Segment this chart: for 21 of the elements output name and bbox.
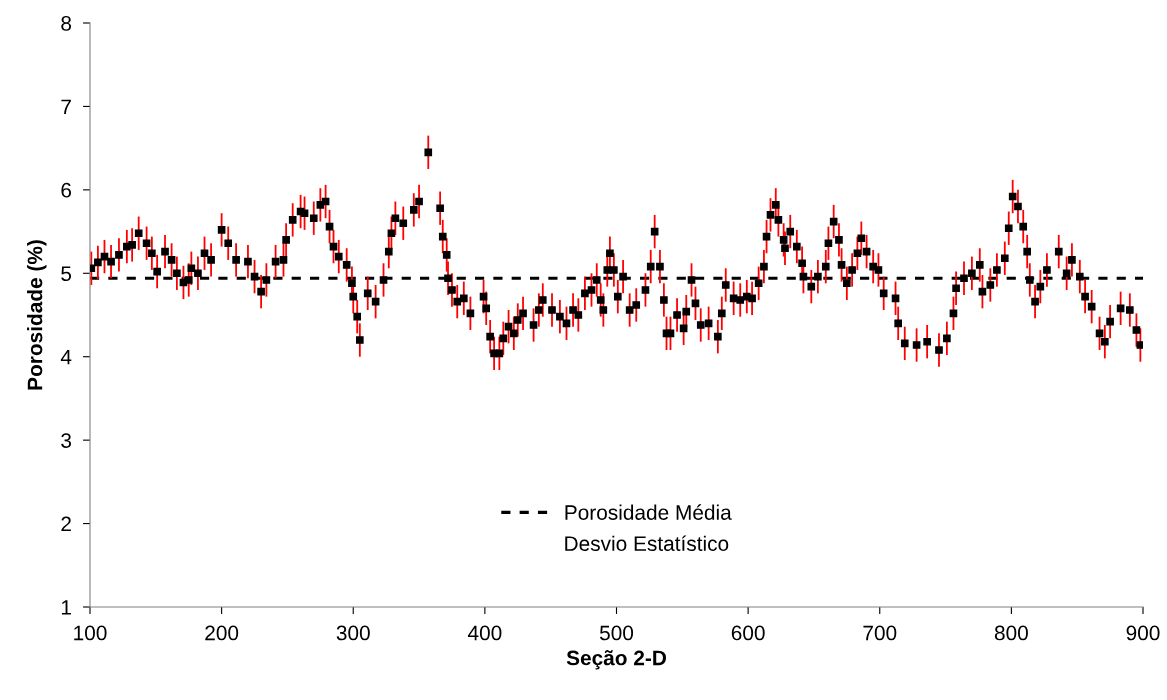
- x-tick-label: 600: [731, 625, 765, 641]
- y-tick-label: 3: [61, 433, 72, 448]
- x-tick-label: 700: [863, 625, 897, 641]
- x-tick-label: 100: [74, 625, 107, 641]
- x-tick-label: 200: [205, 625, 239, 641]
- x-tick-label: 500: [599, 625, 634, 641]
- x-tick-label: 400: [467, 625, 502, 641]
- x-axis-title: Seção 2-D: [566, 650, 666, 670]
- legend-label: Porosidade Média: [565, 504, 732, 520]
- y-tick-label: 5: [61, 266, 72, 282]
- annotation: Desvio Estatístico: [565, 535, 729, 551]
- y-axis-title: Porosidade (%): [27, 240, 47, 390]
- x-tick-label: 900: [1126, 625, 1160, 641]
- y-tick-label: 2: [61, 516, 71, 532]
- y-tick-label: 1: [61, 600, 71, 615]
- x-tick-label: 800: [994, 625, 1028, 641]
- y-tick-label: 4: [60, 349, 72, 365]
- x-tick-label: 300: [336, 625, 370, 641]
- y-tick-label: 8: [61, 16, 72, 31]
- y-tick-label: 6: [61, 182, 72, 198]
- y-tick-label: 7: [61, 99, 71, 114]
